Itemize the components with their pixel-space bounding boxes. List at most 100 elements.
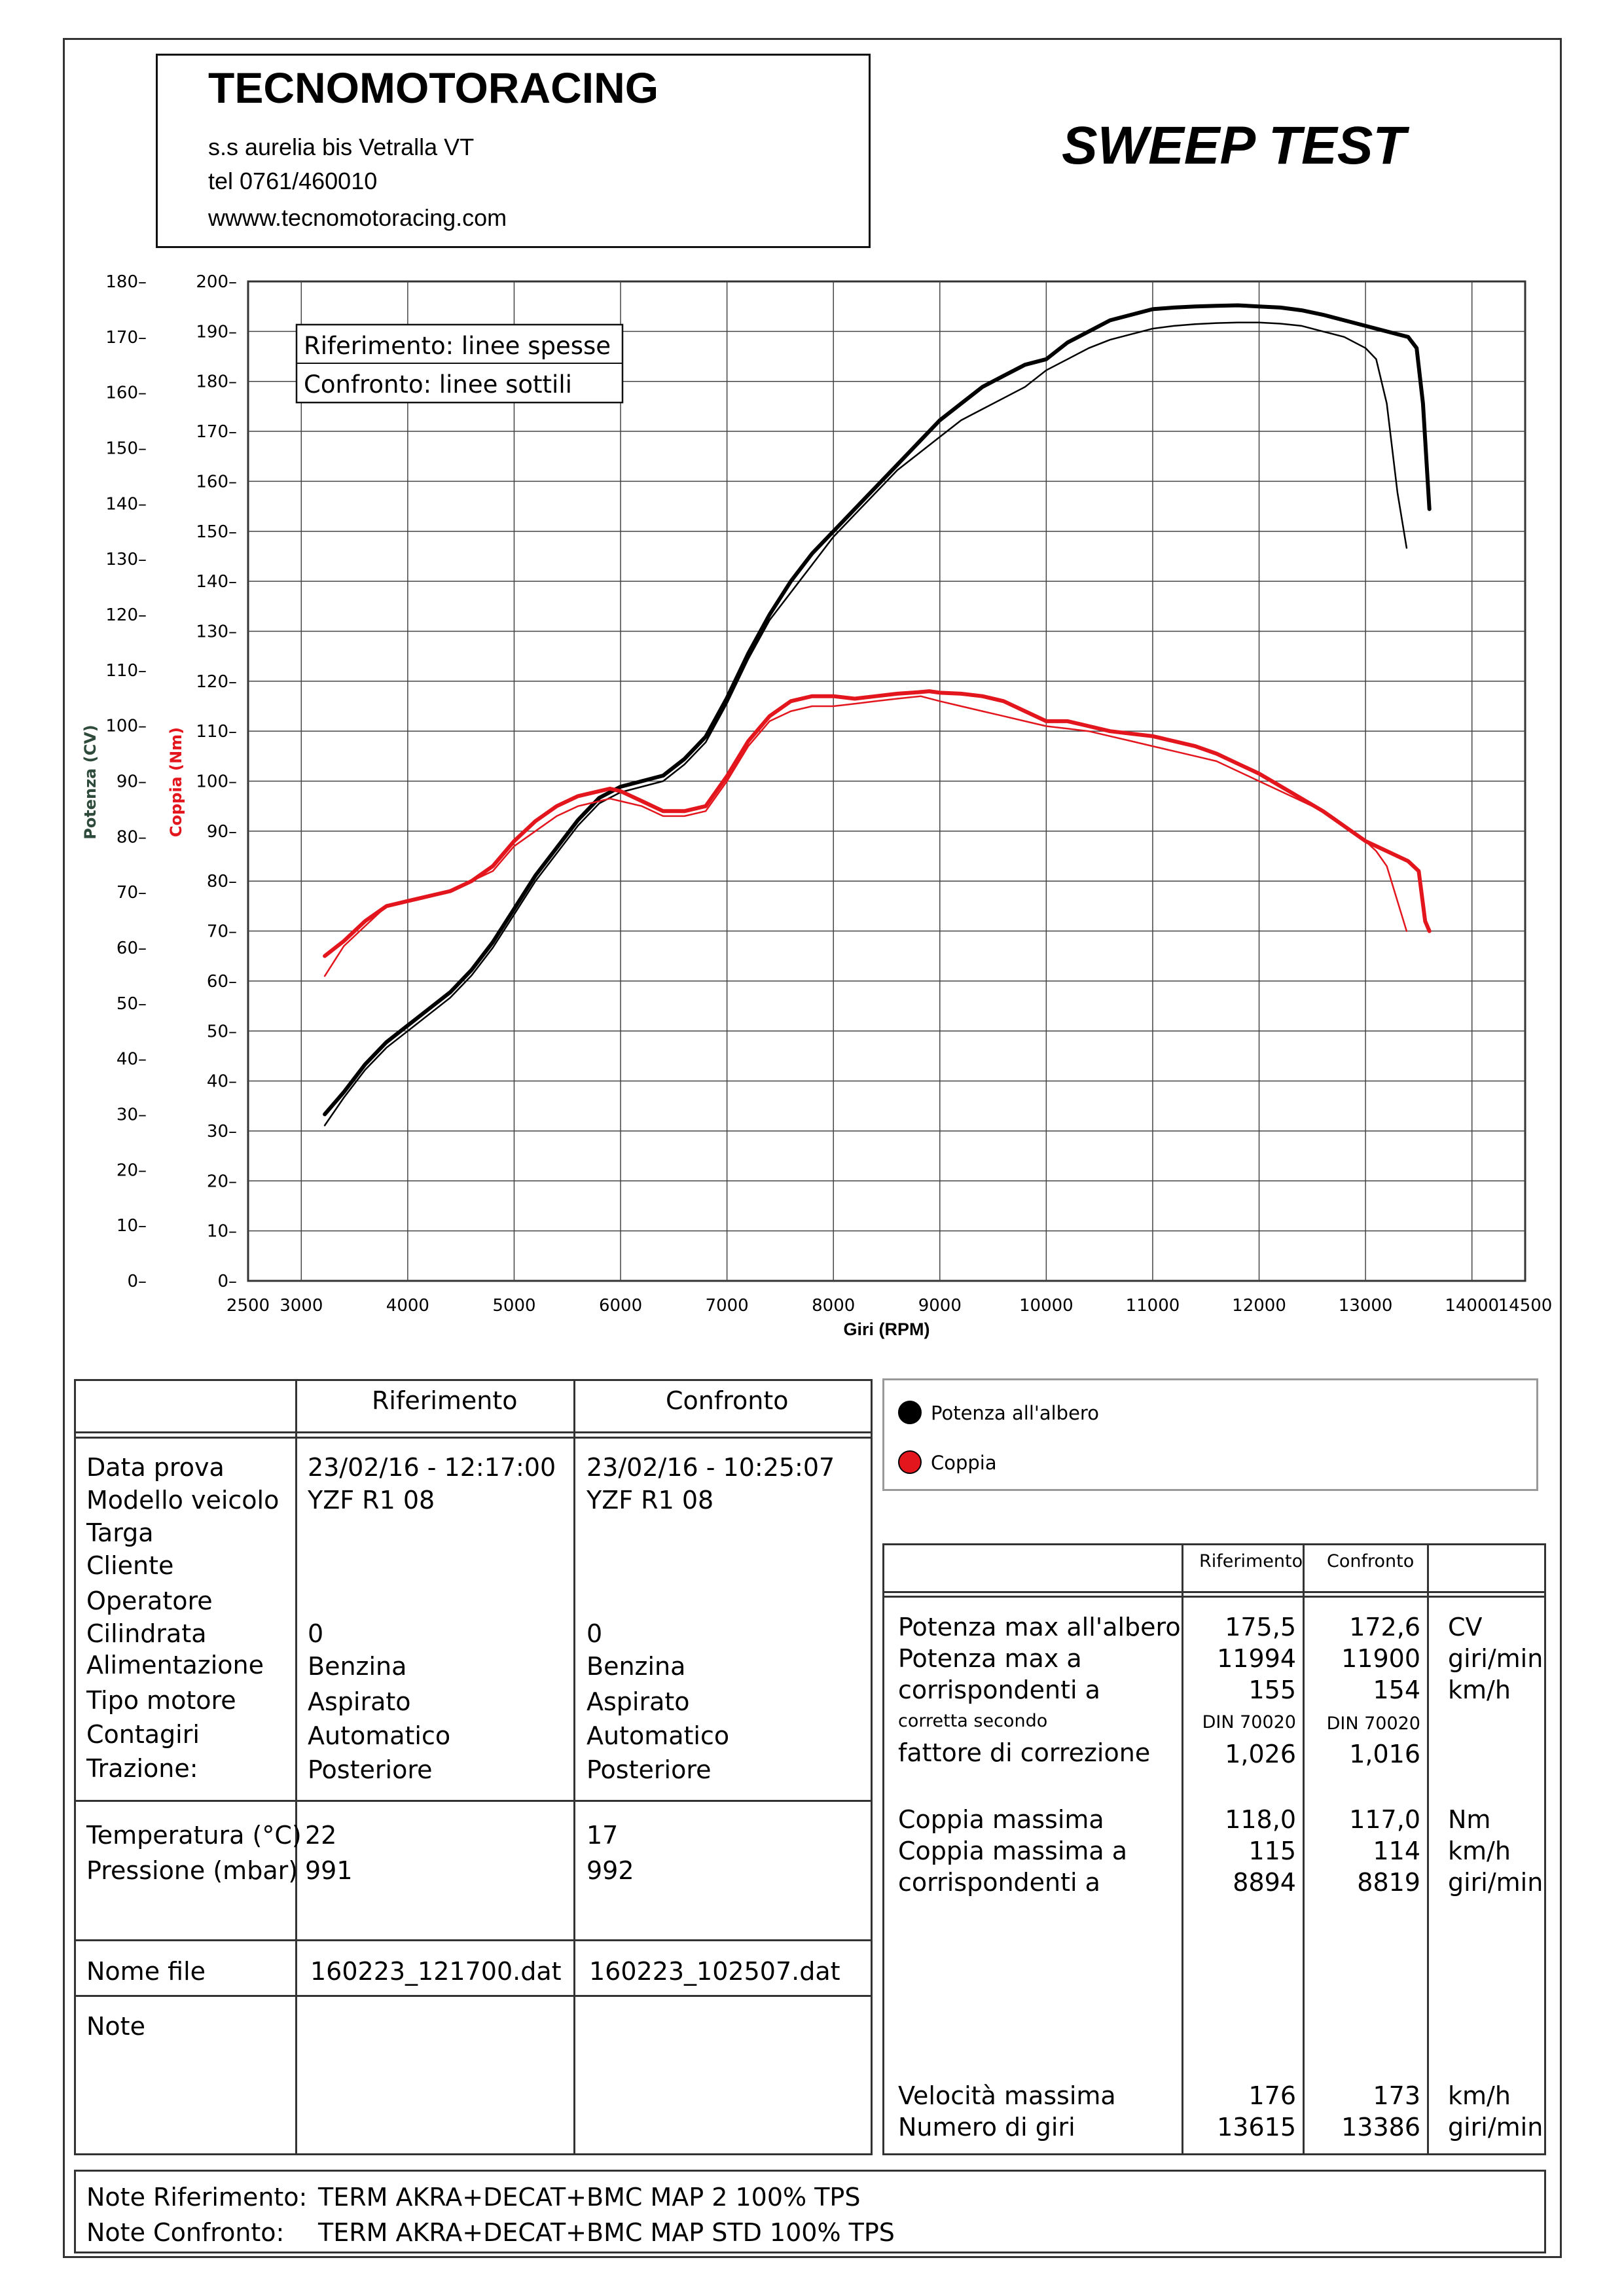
x-tick-label: 3000 [280, 1296, 323, 1316]
conf-corrispondenti: 154 [1373, 1676, 1420, 1704]
torque-tick-label: 120– [196, 672, 237, 692]
power-tick-label: 160– [105, 384, 147, 403]
power-tick-label: 80– [117, 827, 147, 847]
label-fattore: fattore di correzione [898, 1738, 1151, 1767]
label-operatore: Operatore [86, 1587, 213, 1615]
ref-cilindrata: 0 [308, 1619, 324, 1648]
unit-numero-giri: giri/min [1448, 2113, 1543, 2142]
torque-tick-label: 180– [196, 372, 237, 392]
torque-tick-label: 70– [207, 922, 237, 942]
x-axis-label: Giri (RPM) [844, 1319, 930, 1339]
dyno-chart: 2500 3000 4000 5000 6000 7000 8000 9000 10000 110… [81, 272, 1552, 1339]
label-corretta: corretta secondo [898, 1711, 1048, 1731]
power-tick-label: 40– [117, 1050, 147, 1069]
torque-tick-label: 110– [196, 722, 237, 742]
conf-coppia-max-a: 114 [1373, 1837, 1420, 1865]
label-targa: Targa [86, 1518, 154, 1547]
right-results-table [882, 1543, 1546, 2155]
power-tick-label: 10– [117, 1216, 147, 1236]
power-tick-label: 130– [105, 550, 147, 569]
conf-trazione: Posteriore [586, 1755, 712, 1784]
power-tick-label: 60– [117, 939, 147, 958]
ref-coppia-max: 118,0 [1225, 1805, 1296, 1834]
conf-coppia-corrispondenti: 8819 [1357, 1868, 1420, 1897]
label-nome-file: Nome file [86, 1957, 206, 1986]
x-tick-label: 11000 [1126, 1296, 1180, 1316]
left-table-divider-2 [573, 1381, 575, 2153]
power-tick-label: 170– [105, 328, 147, 348]
ref-pmax: 175,5 [1225, 1613, 1296, 1641]
x-tick-label: 8000 [812, 1296, 855, 1316]
power-axis-label: Potenza (CV) [81, 725, 99, 840]
label-contagiri: Contagiri [86, 1720, 200, 1749]
ref-coppia-max-a: 115 [1248, 1837, 1296, 1865]
label-coppia-corrispondenti: corrispondenti a [898, 1868, 1100, 1897]
series-line-potenza-all-albero-confronto [323, 321, 1408, 1126]
ref-velocita-max: 176 [1248, 2081, 1296, 2110]
note-ref-label: Note Riferimento: [86, 2183, 308, 2212]
conf-tipo-motore: Aspirato [586, 1687, 690, 1716]
ref-temperatura: 22 [305, 1821, 337, 1850]
torque-tick-label: 50– [207, 1022, 237, 1041]
unit-pmax-a: giri/min [1448, 1644, 1543, 1673]
conf-nome-file: 160223_102507.dat [589, 1957, 840, 1986]
ref-corretta: DIN 70020 [1202, 1712, 1296, 1732]
right-table-header-rule [884, 1591, 1544, 1593]
torque-tick-label: 140– [196, 572, 237, 592]
power-tick-label: 150– [105, 439, 147, 459]
label-coppia-max-a: Coppia massima a [898, 1837, 1128, 1865]
label-corrispondenti: corrispondenti a [898, 1676, 1100, 1704]
conf-pressione: 992 [586, 1856, 634, 1885]
ref-pressione: 991 [305, 1856, 353, 1885]
label-trazione: Trazione: [86, 1754, 198, 1783]
torque-tick-label: 0– [217, 1272, 237, 1291]
unit-velocita-max: km/h [1448, 2081, 1511, 2110]
note-conf-label: Note Confronto: [86, 2218, 285, 2247]
conf-velocita-max: 173 [1373, 2081, 1420, 2110]
report-title: SWEEP TEST [1062, 116, 1406, 175]
label-temperatura: Temperatura (°C) [86, 1821, 302, 1850]
x-tick-label: 2500 [226, 1296, 270, 1316]
torque-tick-label: 170– [196, 422, 237, 442]
right-table-divider-1 [1182, 1545, 1183, 2153]
legend-torque-label: Coppia [931, 1452, 997, 1474]
legend-power-label: Potenza all'albero [931, 1402, 1099, 1424]
torque-tick-label: 40– [207, 1072, 237, 1092]
left-table-header-rule [76, 1431, 871, 1433]
note-ref-text: TERM AKRA+DECAT+BMC MAP 2 100% TPS [318, 2183, 861, 2212]
conf-pmax: 172,6 [1349, 1613, 1420, 1641]
x-tick-label: 12000 [1232, 1296, 1286, 1316]
conf-cilindrata: 0 [586, 1619, 603, 1648]
left-table-divider-1 [295, 1381, 297, 2153]
ref-numero-giri: 13615 [1217, 2113, 1296, 2142]
legend-box [882, 1378, 1538, 1491]
conf-contagiri: Automatico [586, 1721, 730, 1750]
company-name: TECNOMOTORACING [208, 63, 659, 112]
conf-modello: YZF R1 08 [586, 1486, 714, 1515]
ref-tipo-motore: Aspirato [308, 1687, 411, 1716]
legend-power-marker [898, 1401, 922, 1424]
x-tick-label: 10000 [1019, 1296, 1074, 1316]
power-tick-label: 110– [105, 661, 147, 681]
label-pressione: Pressione (mbar) [86, 1856, 298, 1885]
label-coppia-max: Coppia massima [898, 1805, 1104, 1834]
series-line-coppia-confronto [323, 695, 1408, 977]
torque-tick-label: 10– [207, 1222, 237, 1242]
conf-corretta: DIN 70020 [1326, 1713, 1420, 1734]
label-pmax-a: Potenza max a [898, 1644, 1082, 1673]
label-modello: Modello veicolo [86, 1486, 280, 1515]
company-header-box [156, 54, 871, 248]
x-tick-label: 14000 [1445, 1296, 1499, 1316]
torque-tick-label: 160– [196, 472, 237, 492]
x-tick-label: 4000 [386, 1296, 429, 1316]
label-pmax: Potenza max all'albero [898, 1613, 1181, 1641]
torque-tick-label: 80– [207, 872, 237, 891]
left-col-header-conf: Confronto [666, 1386, 789, 1415]
unit-coppia-max-a: km/h [1448, 1837, 1511, 1865]
torque-tick-label: 60– [207, 972, 237, 992]
power-tick-label: 30– [117, 1105, 147, 1125]
right-table-divider-3 [1427, 1545, 1429, 2153]
conf-alimentazione: Benzina [586, 1652, 686, 1681]
company-phone: tel 0761/460010 [208, 168, 378, 194]
ref-nome-file: 160223_121700.dat [310, 1957, 562, 1986]
